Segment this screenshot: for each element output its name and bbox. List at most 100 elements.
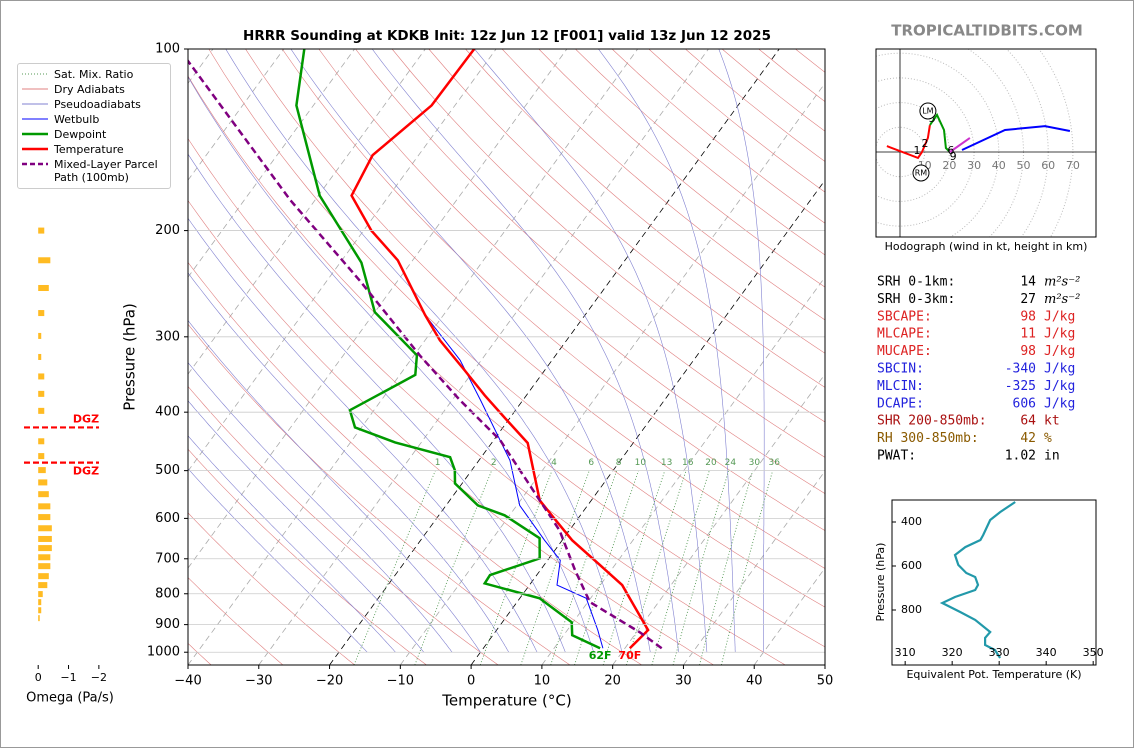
y-axis-label: Pressure (hPa) [121, 303, 139, 411]
omega-bar [38, 407, 45, 414]
hodo-height-label: 1 [914, 144, 921, 157]
legend-swatch [22, 147, 48, 151]
index-unit: J/kg [1044, 344, 1075, 359]
dry-adiabat [188, 386, 499, 665]
index-label: PWAT: [877, 449, 916, 464]
mixing-ratio-label: 4 [551, 458, 557, 468]
dgz-label: DGZ [73, 412, 99, 425]
pseudoadiabat [290, 49, 651, 653]
omega-label: Omega (Pa/s) [26, 691, 114, 706]
omega-bar [38, 227, 45, 234]
mixing-ratio-line [699, 470, 754, 665]
isotherm [188, 49, 639, 665]
mixing-ratio-label: 30 [749, 458, 761, 468]
index-value: 606 [1013, 396, 1036, 411]
isotherm [329, 49, 780, 665]
index-value: 98 [1020, 309, 1036, 324]
omega-bar [38, 514, 51, 521]
dry-adiabat [188, 200, 714, 665]
mixing-ratio-label: 20 [705, 458, 717, 468]
isotherm [612, 373, 825, 665]
isotherm [753, 567, 825, 665]
pseudoadiabat [188, 272, 510, 653]
mixing-ratio-label: 13 [661, 458, 672, 468]
legend-entry: Temperature [22, 143, 166, 156]
omega-bar [38, 582, 48, 589]
index-value: 42 [1020, 431, 1036, 446]
index-unit: J/kg [1044, 327, 1075, 342]
surface-label: 62F [589, 649, 612, 662]
hodo-tick-label: 20 [942, 159, 956, 172]
thetae-frame [891, 499, 1097, 666]
storm-motion-label: LM [922, 106, 933, 115]
x-tick-label: 10 [534, 674, 551, 689]
x-tick-label: −20 [316, 674, 343, 689]
mixing-ratio-line [720, 470, 774, 665]
y-tick-label: 200 [155, 223, 180, 238]
x-tick-label: 20 [604, 674, 621, 689]
pseudoadiabat [474, 49, 708, 653]
index-label: RH 300-850mb: [877, 431, 979, 446]
pseudoadiabat [188, 76, 594, 653]
y-tick-label: 900 [155, 617, 180, 632]
thetae-x-label: Equivalent Pot. Temperature (K) [906, 668, 1081, 681]
index-unit: % [1044, 431, 1052, 446]
legend-swatch [22, 162, 48, 166]
pseudoadiabat [188, 319, 481, 653]
thetae-y-tick-label: 800 [901, 603, 922, 616]
mixing-ratio-label: 8 [616, 458, 622, 468]
dry-adiabat [281, 49, 825, 532]
index-unit: m²s⁻² [1044, 275, 1080, 290]
hodo-trace [886, 124, 931, 160]
y-tick-label: 600 [155, 511, 180, 526]
omega-tick-label: −2 [91, 671, 107, 684]
isotherm [188, 49, 497, 472]
surface-label: 70F [618, 649, 641, 662]
mixing-ratio-line [414, 470, 493, 665]
index-label: SHR 200-850mb: [877, 414, 987, 429]
index-value: 1.02 [1005, 449, 1036, 464]
index-label: MUCAPE: [877, 344, 932, 359]
index-unit: kt [1044, 414, 1060, 429]
mixing-ratio-label: 1 [435, 458, 441, 468]
omega-tick-label: 0 [35, 671, 42, 684]
legend-entry: Mixed-Layer Parcel Path (100mb) [22, 158, 166, 184]
isotherm [541, 276, 825, 665]
hodo-tick-label: 60 [1041, 159, 1055, 172]
plot-frame [187, 48, 826, 666]
mixing-ratio-label: 36 [769, 458, 781, 468]
omega-bar [38, 332, 42, 339]
hodo-tick-label: 70 [1066, 159, 1080, 172]
index-value: 14 [1020, 275, 1036, 290]
x-tick-label: −40 [174, 674, 201, 689]
hodo-height-label: 3 [929, 112, 936, 125]
y-tick-label: 300 [155, 329, 180, 344]
thetae-y-label: Pressure (hPa) [874, 543, 887, 622]
profile-line [188, 58, 663, 650]
index-label: SRH 0-1km: [877, 275, 955, 290]
omega-bar [38, 373, 45, 380]
x-tick-label: 30 [675, 674, 692, 689]
x-tick-label: −10 [387, 674, 414, 689]
profile-line [424, 314, 604, 649]
index-value: 11 [1020, 327, 1036, 342]
omega-bar [38, 535, 52, 542]
hodo-height-label: 6 [947, 144, 954, 157]
thetae-plot [939, 501, 1016, 659]
x-tick-label: 0 [467, 674, 475, 689]
index-label: MLCAPE: [877, 327, 932, 342]
omega-bar [38, 467, 46, 474]
legend-entry: Pseudoadiabats [22, 98, 166, 111]
legend-label: Dewpoint [54, 128, 107, 141]
index-unit: J/kg [1044, 362, 1075, 377]
index-value: 98 [1020, 344, 1036, 359]
y-tick-label: 1000 [147, 645, 180, 660]
pseudoadiabat [718, 49, 765, 653]
dry-adiabat [188, 323, 571, 665]
dry-adiabat [758, 49, 825, 102]
omega-bar [38, 284, 49, 291]
hodo-height-label: 2 [921, 137, 928, 150]
x-tick-label: 40 [746, 674, 763, 689]
pseudoadiabat [188, 435, 396, 653]
thetae-y-tick-label: 600 [901, 559, 922, 572]
